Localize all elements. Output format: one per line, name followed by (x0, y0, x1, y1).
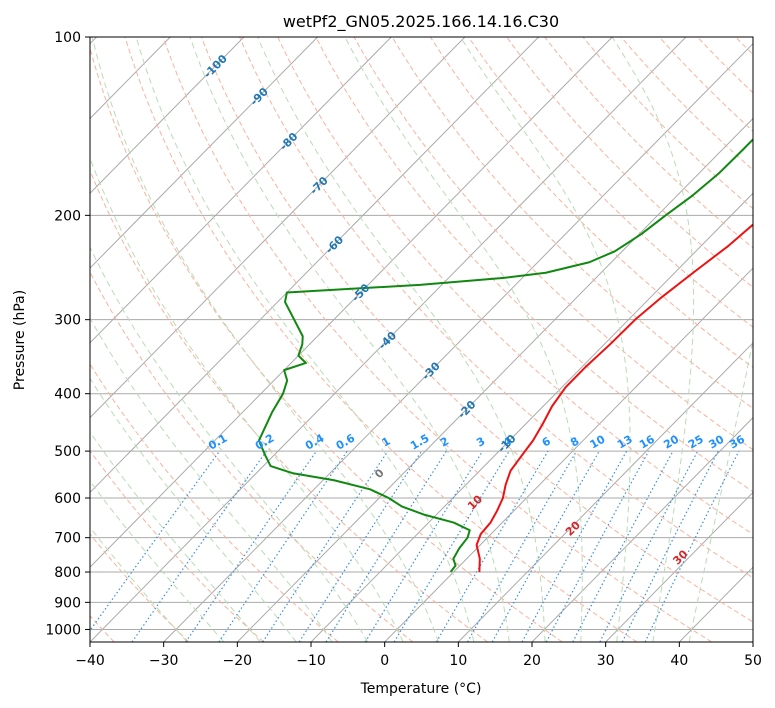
isotherm-line (90, 37, 539, 494)
x-axis-label: Temperature (°C) (360, 681, 482, 697)
isotherm-line (457, 342, 753, 642)
moist-adiabat-line (135, 37, 475, 642)
profile-lines (257, 137, 753, 573)
moist-adiabat-line (90, 317, 333, 642)
isotherm-line (531, 416, 753, 642)
x-tick-label: −30 (149, 653, 179, 669)
moist-adiabat-line (257, 37, 546, 642)
x-tick-label: −20 (223, 653, 253, 669)
mixing-ratio-line (393, 450, 510, 642)
isotherm-line (310, 192, 753, 642)
x-tick-label: 10 (449, 653, 467, 669)
mixing-ratio-line (644, 450, 740, 642)
isotherm-line (384, 267, 753, 642)
mixing-ratio-line (435, 450, 549, 642)
moist-adiabat-line (91, 37, 439, 642)
isotherm-line (605, 491, 753, 642)
x-tick-label: −10 (296, 653, 326, 669)
y-tick-label: 1000 (45, 622, 81, 638)
dry-adiabat-line (162, 37, 712, 642)
dry-adiabat-line (90, 46, 563, 642)
y-tick-label: 600 (54, 491, 81, 507)
y-tick-label: 100 (54, 30, 81, 46)
dry-adiabat-line (277, 37, 753, 535)
isotherm-line (90, 37, 613, 568)
dry-adiabat-line (90, 363, 339, 642)
y-axis: 100 200 300 400 500 600 700 800 900 1000 (45, 30, 90, 638)
isotherm-line (236, 117, 753, 642)
dry-adiabat-line (200, 37, 753, 623)
dry-adiabat-line (391, 37, 753, 409)
moist-adiabat-line (90, 377, 297, 642)
moist-adiabat-line (90, 156, 404, 642)
y-tick-label: 500 (54, 444, 81, 460)
moist-adiabat-line (90, 246, 369, 642)
x-tick-label: 0 (380, 653, 389, 669)
mixing-ratio-line (325, 450, 447, 642)
x-tick-label: −40 (75, 653, 105, 669)
y-tick-label: 800 (54, 565, 81, 581)
isotherm-line (90, 37, 318, 269)
plot-frame (89, 36, 754, 643)
background-lines (90, 37, 753, 642)
isotherm-line (752, 641, 753, 642)
x-tick-label: 40 (670, 653, 688, 669)
mixing-ratio-line (364, 450, 484, 642)
isotherm-line (90, 37, 687, 642)
dry-adiabat-line (315, 37, 753, 493)
dry-adiabat-line (353, 37, 753, 451)
x-axis: −40 −30 −20 −10 0 10 20 30 40 50 (75, 642, 762, 669)
mixing-ratio-line (185, 450, 317, 642)
temperature-profile-line (475, 223, 753, 573)
y-tick-label: 700 (54, 531, 81, 547)
moist-adiabat-line (189, 37, 510, 642)
isotherm-line (90, 37, 392, 344)
mixing-ratio-line (298, 450, 423, 642)
y-tick-label: 300 (54, 313, 81, 329)
mixing-ratio-line (491, 450, 600, 642)
chart-title: wetPf2_GN05.2025.166.14.16.C30 (283, 12, 559, 32)
isotherm-line (163, 42, 753, 642)
mixing-ratio-line (466, 450, 578, 642)
dry-adiabat-line (90, 533, 190, 642)
moist-adiabat-line (611, 37, 695, 642)
dewpoint-profile-line (257, 137, 753, 573)
y-tick-label: 200 (54, 208, 81, 224)
dry-adiabat-line (582, 37, 753, 210)
y-tick-label: 900 (54, 595, 81, 611)
dry-adiabat-line (239, 37, 753, 579)
mixing-ratio-line (131, 450, 267, 642)
isotherm-line (90, 37, 245, 194)
moist-adiabat-line (90, 431, 261, 642)
dry-adiabat-line (429, 37, 753, 369)
mixing-ratio-line (90, 450, 221, 632)
isotherm-line (90, 37, 466, 419)
y-axis-label: Pressure (hPa) (12, 290, 28, 390)
dry-adiabat-line (468, 37, 753, 328)
dry-adiabat-line (90, 271, 414, 642)
x-tick-label: 50 (744, 653, 762, 669)
mixing-ratio-line (521, 450, 628, 642)
moist-adiabat-line (459, 37, 631, 642)
x-tick-label: 20 (523, 653, 541, 669)
dry-adiabat-line (90, 169, 488, 642)
moist-adiabat-line (688, 337, 753, 642)
moist-adiabat-line (90, 480, 225, 642)
x-tick-label: 30 (597, 653, 615, 669)
y-tick-label: 400 (54, 387, 81, 403)
plot-area (90, 37, 753, 642)
dry-adiabat-line (506, 37, 753, 288)
mixing-ratio-line (545, 450, 650, 642)
